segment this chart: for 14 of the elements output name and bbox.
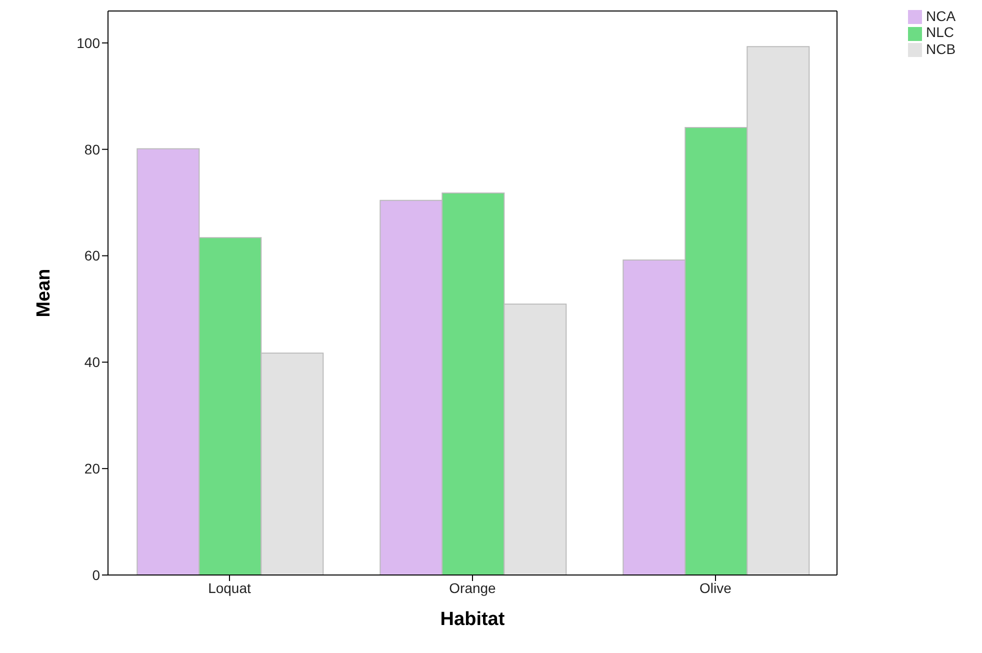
y-tick-label: 80	[84, 141, 100, 158]
x-axis-title: Habitat	[440, 609, 506, 630]
y-tick-label: 60	[84, 248, 100, 264]
y-tick-label: 40	[84, 354, 100, 370]
x-tick-label: Orange	[449, 580, 496, 596]
y-axis-title: Mean	[34, 268, 55, 318]
legend-label: NCA	[926, 8, 956, 24]
x-tick-label: Olive	[700, 580, 732, 596]
x-tick-label: Loquat	[208, 580, 252, 596]
y-tick-label: 20	[84, 460, 100, 477]
y-tick-label: 100	[76, 34, 100, 51]
legend-label: NLC	[926, 24, 954, 40]
legend-label: NCB	[926, 40, 956, 57]
y-tick-label: 0	[92, 566, 100, 583]
